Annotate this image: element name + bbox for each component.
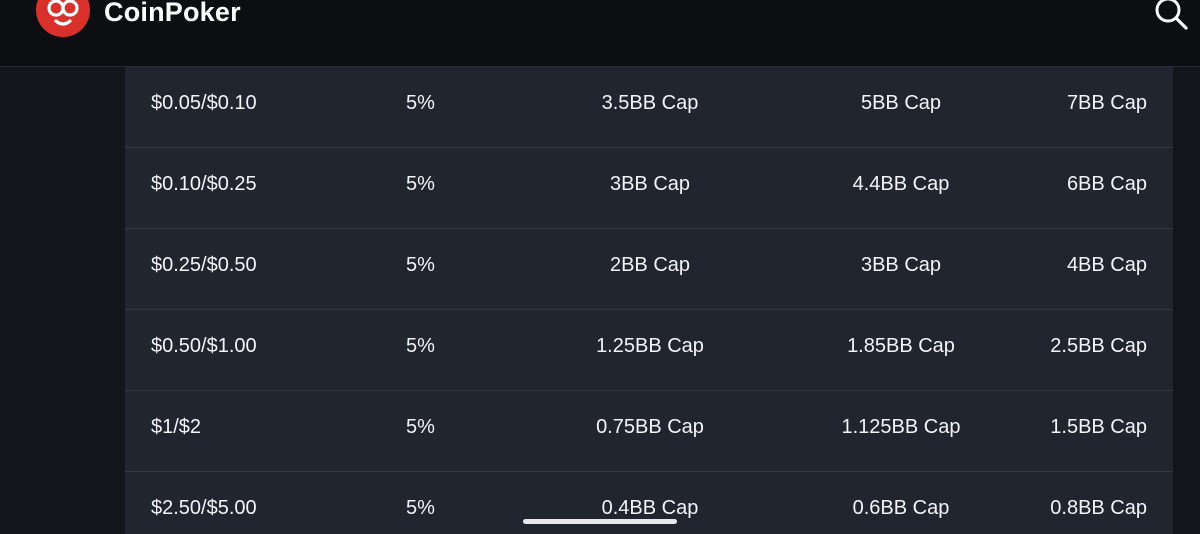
cap-cell: 1.5BB Cap xyxy=(1050,416,1147,438)
coinpoker-logo-icon[interactable] xyxy=(36,0,90,38)
table-row: $0.25/$0.50 5% 2BB Cap 3BB Cap 4BB Cap xyxy=(125,229,1173,310)
cap-cell: 4.4BB Cap xyxy=(852,173,950,195)
table-row: $0.05/$0.10 5% 3.5BB Cap 5BB Cap 7BB Cap xyxy=(125,67,1173,148)
rake-percent-cell: 5% xyxy=(406,254,435,276)
stakes-cell: $0.25/$0.50 xyxy=(151,254,257,276)
stakes-cell: $0.05/$0.10 xyxy=(151,92,257,114)
table-row: $0.50/$1.00 5% 1.25BB Cap 1.85BB Cap 2.5BB C… xyxy=(125,310,1173,391)
home-indicator[interactable] xyxy=(523,519,677,524)
table-row: $1/$2 5% 0.75BB Cap 1.125BB Cap 1.5BB Cap xyxy=(125,391,1173,472)
search-icon[interactable] xyxy=(1152,0,1190,34)
cap-cell: 3.5BB Cap xyxy=(601,92,699,114)
rake-percent-cell: 5% xyxy=(406,335,435,357)
cap-cell: 6BB Cap xyxy=(1066,173,1147,195)
page-content: $0.05/$0.10 5% 3.5BB Cap 5BB Cap 7BB Cap $0.1… xyxy=(0,67,1200,534)
cap-cell: 0.8BB Cap xyxy=(1050,497,1147,519)
cap-cell: 2BB Cap xyxy=(609,254,691,276)
table-row: $0.10/$0.25 5% 3BB Cap 4.4BB Cap 6BB Cap xyxy=(125,148,1173,229)
cap-cell: 1.125BB Cap xyxy=(841,416,961,438)
stakes-cell: $1/$2 xyxy=(151,416,202,438)
table-row: $2.50/$5.00 5% 0.4BB Cap 0.6BB Cap 0.8BB Cap xyxy=(125,472,1173,534)
cap-cell: 3BB Cap xyxy=(860,254,942,276)
site-header: CoinPoker xyxy=(0,0,1200,67)
cap-cell: 5BB Cap xyxy=(860,92,942,114)
cap-cell: 1.85BB Cap xyxy=(847,335,955,357)
stakes-cell: $2.50/$5.00 xyxy=(151,497,257,519)
stakes-cell: $0.50/$1.00 xyxy=(151,335,257,357)
rake-table: $0.05/$0.10 5% 3.5BB Cap 5BB Cap 7BB Cap $0.1… xyxy=(125,67,1173,534)
rake-percent-cell: 5% xyxy=(406,416,435,438)
rake-percent-cell: 5% xyxy=(406,497,435,519)
stakes-cell: $0.10/$0.25 xyxy=(151,173,257,195)
brand-name[interactable]: CoinPoker xyxy=(104,0,241,27)
cap-cell: 2.5BB Cap xyxy=(1050,335,1147,357)
cap-cell: 0.4BB Cap xyxy=(601,497,699,519)
cap-cell: 0.75BB Cap xyxy=(596,416,704,438)
rake-percent-cell: 5% xyxy=(406,92,435,114)
cap-cell: 1.25BB Cap xyxy=(596,335,704,357)
rake-percent-cell: 5% xyxy=(406,173,435,195)
cap-cell: 3BB Cap xyxy=(609,173,691,195)
cap-cell: 4BB Cap xyxy=(1066,254,1147,276)
cap-cell: 7BB Cap xyxy=(1066,92,1147,114)
cap-cell: 0.6BB Cap xyxy=(852,497,950,519)
